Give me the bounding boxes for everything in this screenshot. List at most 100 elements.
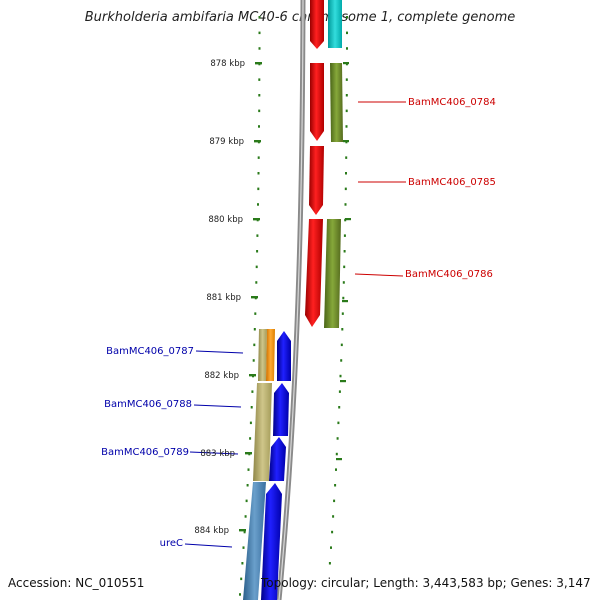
minor-tick-dot (257, 172, 260, 175)
tick-label-883: 883 kbp (200, 449, 235, 459)
cds-track (261, 0, 324, 600)
gene-label-bammc406-0784[interactable]: BamMC406_0784 (408, 97, 496, 108)
minor-tick-dot (241, 562, 244, 565)
minor-tick-dot (253, 343, 256, 347)
cog-block (330, 63, 343, 142)
minor-tick-dot (242, 546, 245, 549)
minor-tick-dot (345, 109, 348, 113)
cog-block (328, 0, 342, 48)
minor-tick-dot (252, 374, 254, 378)
cog-block (258, 329, 267, 381)
tick-label-881: 881 kbp (206, 293, 241, 303)
cog-track (243, 0, 343, 600)
scale-dotted-track-right (328, 16, 351, 565)
minor-tick-dot (257, 187, 260, 191)
minor-tick-dot (339, 374, 342, 378)
minor-tick-dot (343, 234, 346, 237)
minor-tick-dot (328, 562, 331, 565)
leader-line (193, 404, 242, 408)
minor-tick-dot (247, 468, 250, 471)
minor-tick-dot (258, 31, 261, 35)
minor-tick-dot (251, 390, 254, 393)
accession-text: Accession: NC_010551 (8, 576, 145, 590)
minor-tick-dot (338, 390, 341, 393)
minor-tick-dot (256, 234, 259, 237)
minor-tick-dot (337, 421, 340, 425)
tick-label-884: 884 kbp (194, 526, 229, 536)
minor-tick-dot (253, 328, 256, 331)
minor-tick-dot (345, 78, 348, 81)
gene-arrow-bammc406-0789 (269, 437, 286, 481)
minor-tick-dot (258, 16, 261, 19)
minor-tick-dot (257, 156, 260, 159)
gene-label-bammc406-0787[interactable]: BamMC406_0787 (106, 346, 194, 357)
minor-tick-dot (345, 172, 347, 175)
minor-tick-dot (256, 218, 259, 222)
minor-tick-dot (257, 203, 259, 206)
minor-tick-dot (340, 343, 343, 347)
minor-tick-dot (341, 328, 344, 331)
leader-line (189, 451, 239, 455)
gene-label-bammc406-0785[interactable]: BamMC406_0785 (408, 177, 496, 188)
minor-tick-dot (257, 140, 260, 144)
scale-dotted-track-left (239, 16, 261, 596)
minor-tick-dot (334, 484, 337, 487)
major-tick-879 (254, 140, 261, 143)
minor-tick-dot (239, 593, 241, 596)
leader-line (195, 350, 244, 354)
minor-tick-dot (332, 515, 335, 518)
minor-tick-dot (346, 16, 348, 19)
minor-tick-dot (258, 62, 261, 66)
gene-arrow-bammc406-0784 (310, 63, 324, 141)
leader-line (354, 273, 404, 277)
minor-tick-dot (340, 359, 343, 362)
gene-label-bammc406-0789[interactable]: BamMC406_0789 (101, 447, 189, 458)
minor-tick-dot (338, 406, 341, 409)
minor-tick-dot (343, 250, 346, 253)
minor-tick-dot (343, 265, 346, 269)
gene-label-urec[interactable]: ureC (160, 538, 183, 549)
minor-tick-dot (254, 312, 257, 315)
tick-label-880: 880 kbp (208, 215, 243, 225)
gene-label-bammc406-0786[interactable]: BamMC406_0786 (405, 269, 493, 280)
gene-boundary-tick (343, 62, 349, 65)
minor-tick-dot (258, 78, 261, 81)
minor-tick-dot (342, 281, 345, 284)
gene-label-bammc406-0788[interactable]: BamMC406_0788 (104, 399, 192, 410)
cds-arrow-minus (310, 0, 324, 49)
tick-label-879: 879 kbp (209, 137, 244, 147)
minor-tick-dot (258, 109, 261, 113)
gene-arrow-urec (261, 483, 282, 600)
minor-tick-dot (249, 421, 252, 425)
cog-block (324, 219, 341, 328)
minor-tick-dot (335, 468, 337, 471)
minor-tick-dot (341, 312, 344, 315)
minor-tick-dot (243, 530, 246, 534)
topology-text: Topology: circular; Length: 3,443,583 bp… (261, 576, 591, 590)
gene-boundary-tick (345, 218, 351, 221)
backbone-highlight (278, 0, 304, 600)
minor-tick-dot (244, 515, 247, 518)
minor-tick-dot (344, 203, 347, 206)
cog-block (266, 329, 275, 381)
minor-tick-dot (336, 437, 339, 440)
minor-tick-dot (256, 250, 259, 253)
minor-tick-dot (248, 452, 251, 456)
minor-tick-dot (255, 281, 258, 284)
minor-tick-dot (249, 437, 252, 440)
gene-labels: BamMC406_0784 BamMC406_0785 BamMC406_078… (101, 97, 496, 549)
major-tick-880 (253, 218, 260, 221)
major-tick-881 (251, 296, 258, 299)
minor-tick-dot (344, 187, 347, 191)
minor-tick-dot (258, 125, 260, 128)
minor-tick-dot (333, 499, 336, 503)
tick-labels: 878 kbp 879 kbp 880 kbp 881 kbp 882 kbp … (194, 59, 245, 536)
minor-tick-dot (252, 359, 255, 362)
gene-arrow-bammc406-0786 (305, 219, 323, 327)
minor-tick-dot (345, 94, 348, 97)
gene-arrow-bammc406-0788 (273, 383, 289, 436)
minor-tick-dot (345, 125, 348, 128)
minor-tick-dot (346, 31, 348, 35)
